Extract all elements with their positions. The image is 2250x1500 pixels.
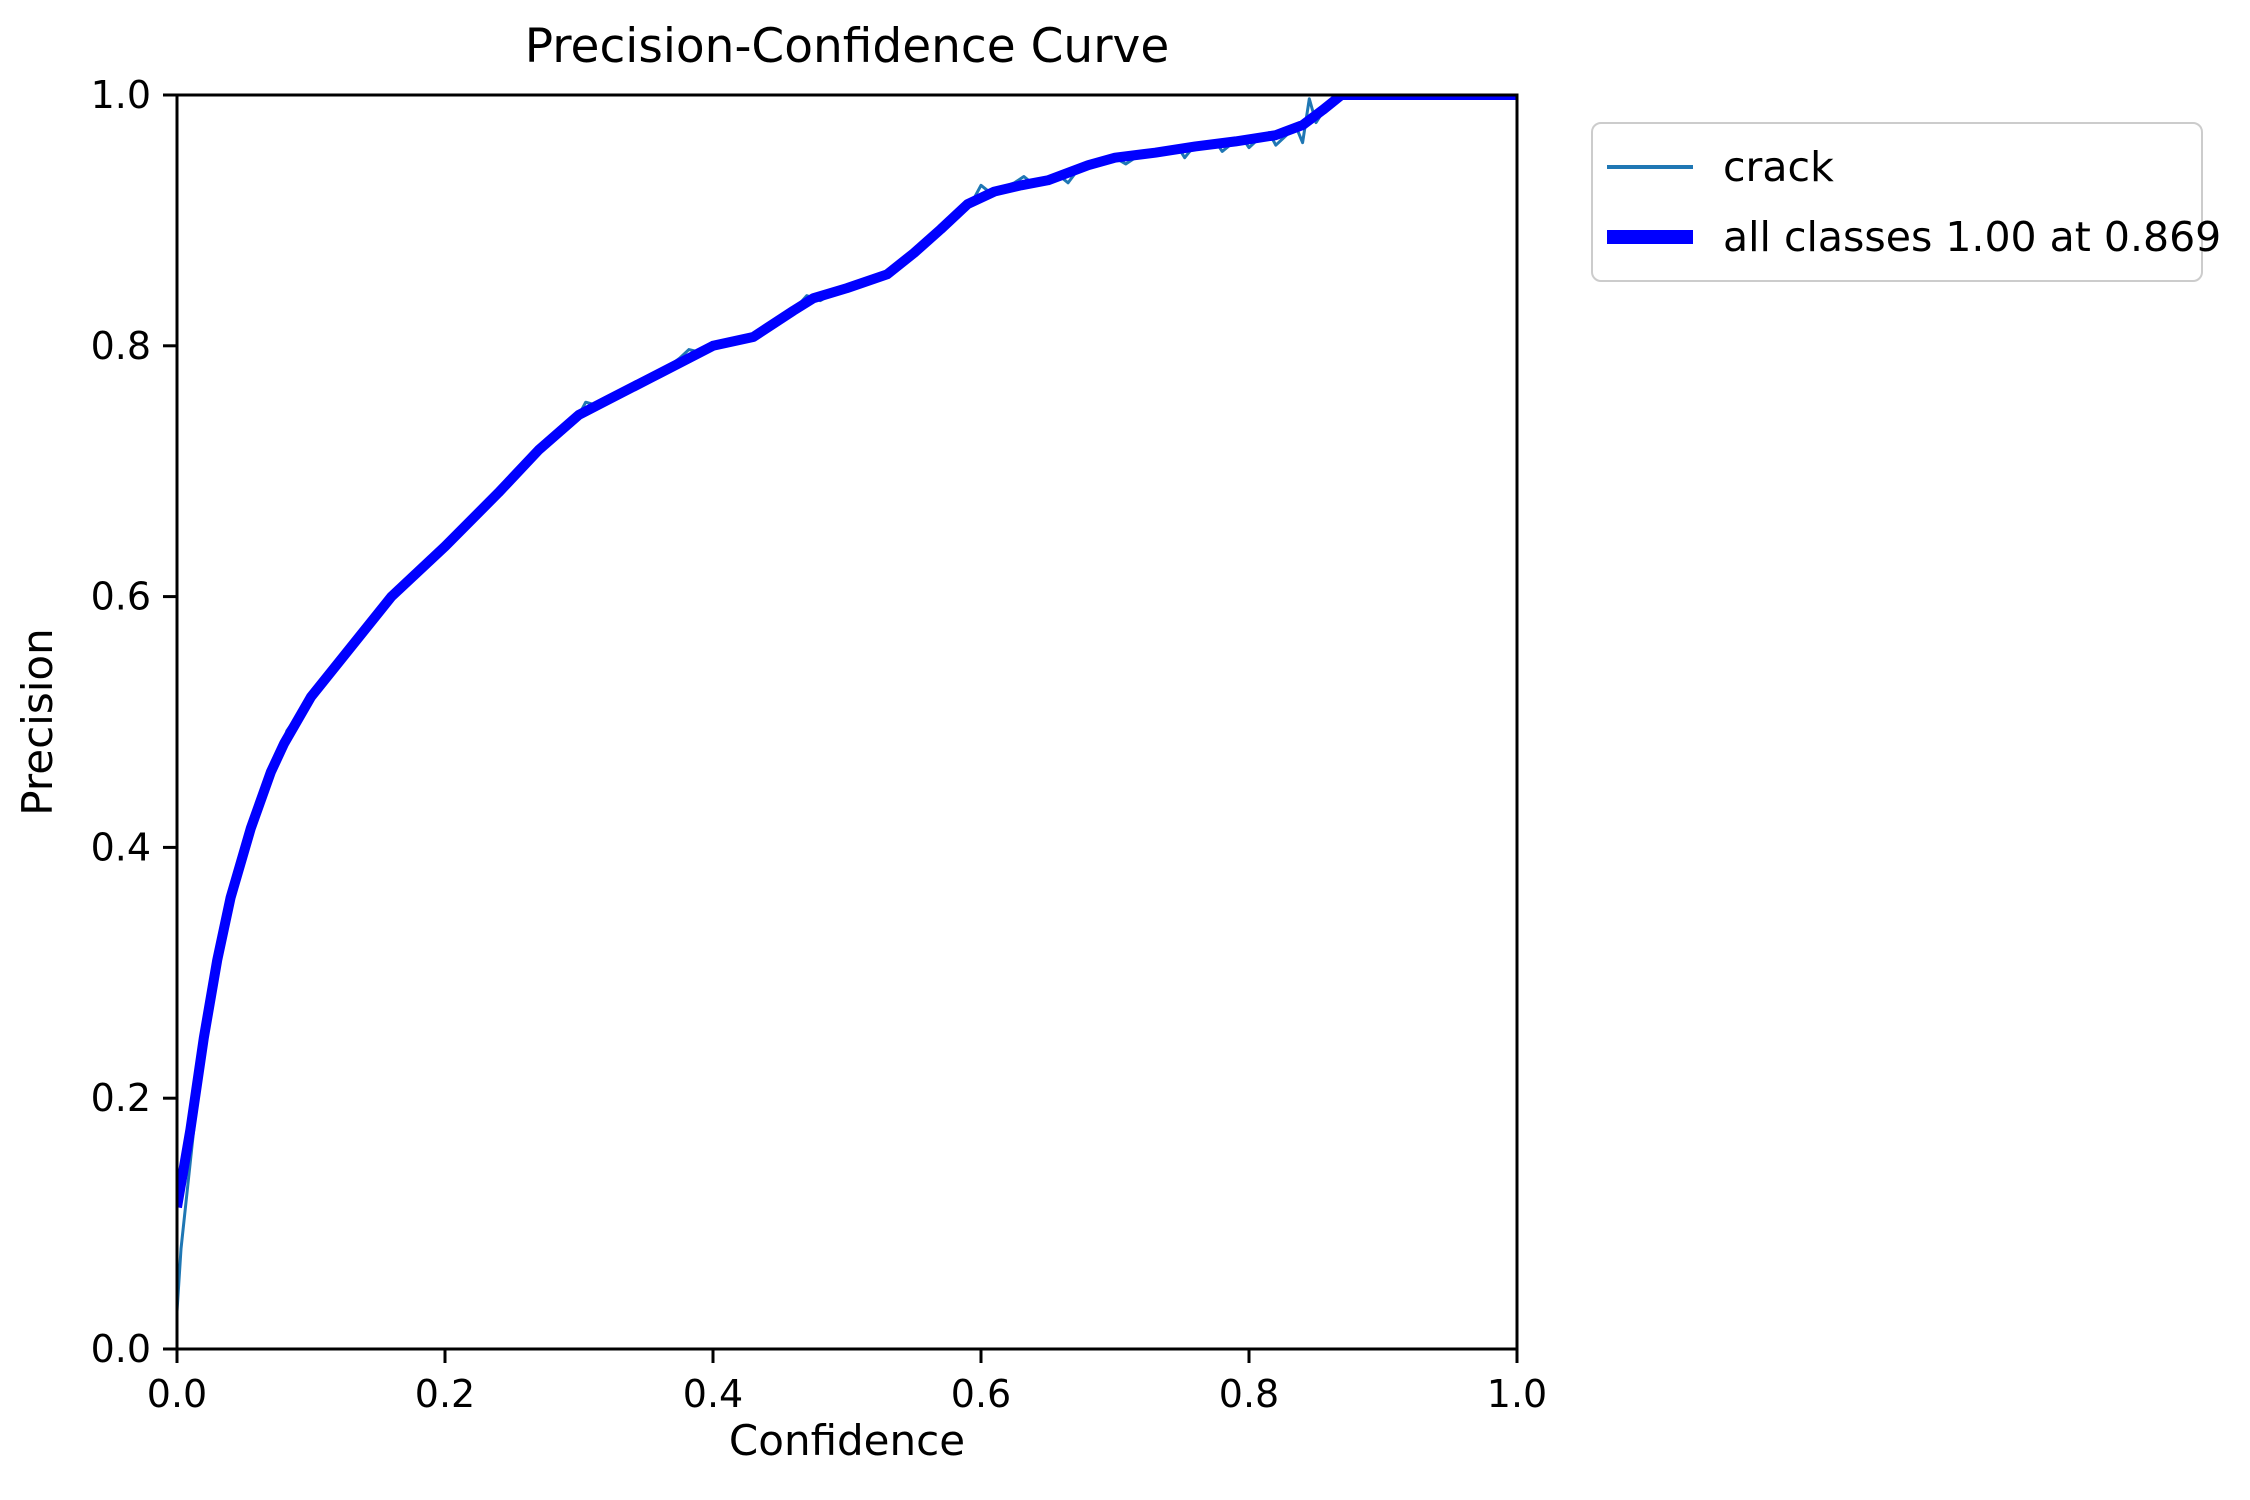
legend-label-crack: crack [1723, 143, 1834, 191]
y-tick-label: 0.2 [91, 1076, 151, 1120]
x-tick-label: 0.4 [683, 1372, 743, 1416]
x-tick-label: 1.0 [1487, 1372, 1547, 1416]
series-line-all [177, 95, 1517, 1209]
y-axis-label: Precision [13, 628, 62, 815]
y-tick-label: 1.0 [91, 73, 151, 117]
series-line-crack [177, 95, 1517, 1312]
y-tick-label: 0.6 [91, 575, 151, 619]
x-axis-label: Confidence [729, 1416, 965, 1465]
y-axis-ticks: 0.0 0.2 0.4 0.6 0.8 1.0 [91, 73, 177, 1371]
legend: crack all classes 1.00 at 0.869 [1591, 122, 2221, 282]
y-tick-label: 0.0 [91, 1327, 151, 1371]
plot-area [177, 95, 1517, 1312]
x-tick-label: 0.6 [951, 1372, 1011, 1416]
y-tick-label: 0.8 [91, 324, 151, 368]
legend-item-all-classes: all classes 1.00 at 0.869 [1607, 209, 2221, 265]
x-axis-ticks: 0.0 0.2 0.4 0.6 0.8 1.0 [147, 1349, 1547, 1416]
legend-item-crack: crack [1607, 139, 2183, 195]
y-tick-label: 0.4 [91, 825, 151, 869]
x-tick-label: 0.2 [415, 1372, 475, 1416]
crack-line-swatch [1607, 165, 1693, 169]
x-tick-label: 0.8 [1219, 1372, 1279, 1416]
x-tick-label: 0.0 [147, 1372, 207, 1416]
plot-border [175, 93, 1519, 1351]
legend-label-all-classes: all classes 1.00 at 0.869 [1723, 213, 2222, 261]
chart-title: Precision-Confidence Curve [525, 19, 1170, 74]
all-classes-line-swatch [1607, 230, 1693, 244]
